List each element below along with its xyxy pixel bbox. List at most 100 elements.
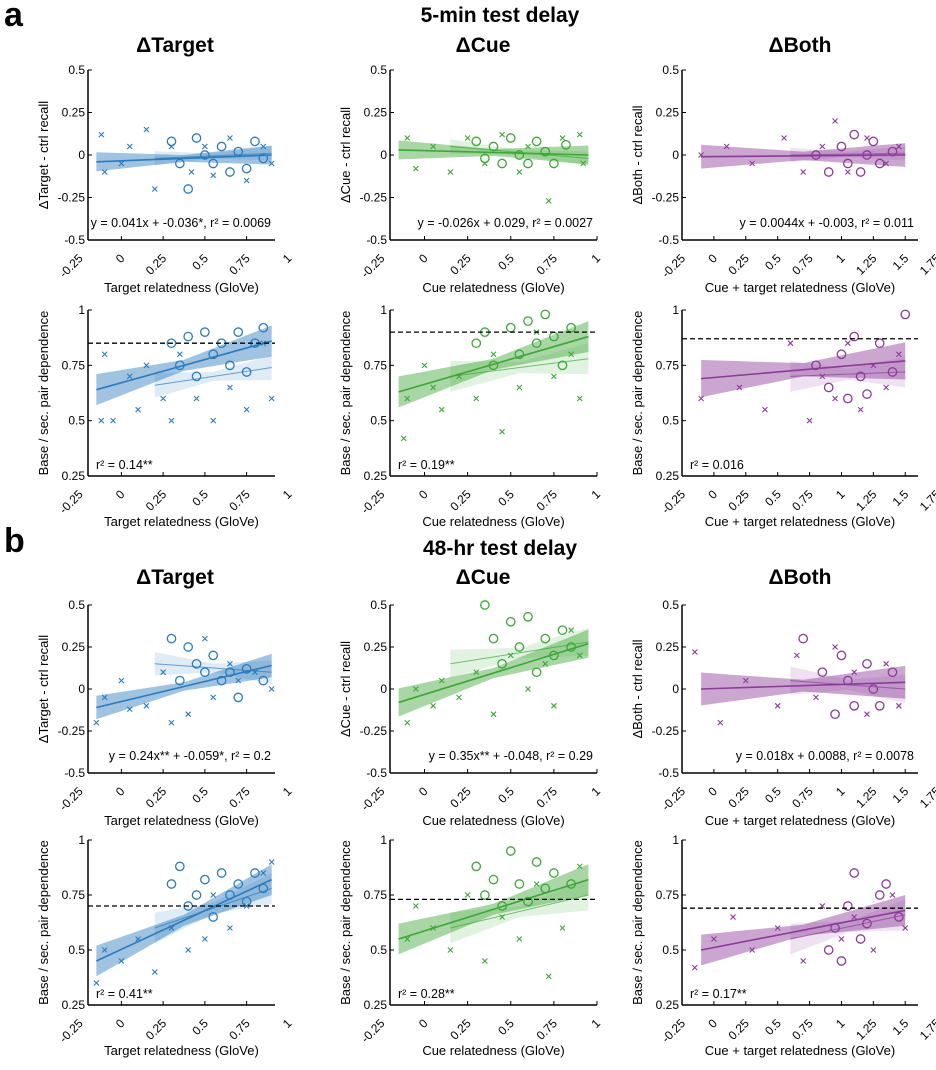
data-point-circle bbox=[471, 861, 482, 872]
data-point-circle bbox=[200, 150, 210, 160]
y-axis-label: ΔTarget - ctrl recall bbox=[36, 635, 51, 743]
data-point-cross bbox=[851, 669, 858, 676]
x-tick-label: 0.75 bbox=[534, 251, 561, 278]
data-point-circle bbox=[241, 367, 252, 377]
data-point-cross bbox=[851, 914, 858, 920]
data-point-cross bbox=[762, 406, 768, 413]
x-tick-label: 1.5 bbox=[890, 1016, 912, 1038]
data-point-circle bbox=[233, 327, 244, 337]
data-point-cross bbox=[742, 677, 749, 684]
data-point-circle bbox=[208, 912, 219, 922]
x-axis-label: Cue + target relatedness (GloVe) bbox=[705, 813, 895, 828]
data-point-circle bbox=[258, 675, 269, 686]
y-axis-label: ΔCue - ctrl recall bbox=[338, 107, 353, 203]
data-point-cross bbox=[210, 172, 217, 179]
x-axis-label: Cue + target relatedness (GloVe) bbox=[705, 1043, 895, 1058]
data-point-cross bbox=[160, 669, 167, 676]
x-tick-label: 0.5 bbox=[762, 1016, 784, 1038]
data-point-circle bbox=[887, 146, 898, 157]
x-tick-label: 0 bbox=[705, 1016, 720, 1031]
data-point-circle bbox=[874, 158, 885, 169]
data-point-circle bbox=[208, 349, 219, 360]
data-point-circle bbox=[540, 146, 551, 157]
data-point-cross bbox=[210, 892, 217, 898]
x-tick-label: 0.75 bbox=[789, 487, 816, 514]
x-tick-label: 0.5 bbox=[495, 251, 517, 273]
panel-a-both-dep: 0.250.50.751-0.25 0 0.25 0.5 0.75 1 1.25 1.5 1.7… bbox=[630, 303, 936, 529]
y-tick-label: 0.25 bbox=[62, 998, 86, 1012]
data-point-circle bbox=[166, 136, 177, 147]
data-point-cross bbox=[736, 384, 743, 391]
x-tick-label: 1 bbox=[588, 487, 603, 502]
x-tick-label: 0.25 bbox=[143, 784, 170, 811]
x-tick-label: 1.75 bbox=[917, 251, 936, 278]
data-point-cross bbox=[193, 395, 200, 402]
y-tick-label: 0.75 bbox=[62, 358, 86, 372]
x-tick-label: 0.25 bbox=[143, 251, 170, 278]
data-point-circle bbox=[183, 331, 194, 342]
data-point-circle bbox=[183, 642, 194, 652]
data-point-circle bbox=[471, 338, 482, 349]
x-tick-label: 1.5 bbox=[890, 487, 912, 509]
data-point-circle bbox=[874, 890, 885, 900]
fit-line-all bbox=[398, 878, 589, 940]
y-tick-label: 0.5 bbox=[370, 414, 387, 428]
data-point-circle bbox=[874, 338, 885, 349]
data-point-cross bbox=[717, 719, 724, 726]
data-point-circle bbox=[166, 879, 177, 889]
x-tick-label: 1 bbox=[280, 251, 295, 266]
x-axis-label: Cue relatedness (GloVe) bbox=[422, 280, 564, 295]
x-tick-label: 1 bbox=[588, 1016, 603, 1031]
y-tick-label: -0.5 bbox=[64, 766, 85, 780]
data-point-circle bbox=[523, 896, 533, 907]
fit-line-all bbox=[96, 878, 272, 962]
x-tick-label: -0.25 bbox=[57, 1016, 86, 1045]
y-tick-label: 1 bbox=[78, 833, 85, 847]
x-tick-label: 1 bbox=[833, 784, 848, 799]
data-point-cross bbox=[412, 165, 419, 172]
stats-annotation: y = 0.018x + 0.0088, r² = 0.0078 bbox=[736, 749, 914, 763]
x-axis-label: Target relatedness (GloVe) bbox=[104, 813, 259, 828]
data-point-cross bbox=[550, 702, 557, 709]
data-point-cross bbox=[464, 135, 471, 141]
data-point-cross bbox=[101, 351, 108, 358]
data-point-circle bbox=[836, 141, 847, 152]
data-point-cross bbox=[227, 925, 233, 931]
y-tick-label: 0.75 bbox=[62, 888, 86, 902]
data-point-cross bbox=[691, 649, 698, 655]
x-tick-label: 0 bbox=[705, 487, 720, 502]
x-tick-label: 0.25 bbox=[447, 1016, 474, 1043]
data-point-cross bbox=[499, 914, 506, 920]
x-tick-label: -0.25 bbox=[659, 784, 688, 813]
data-point-circle bbox=[894, 912, 904, 922]
y-tick-label: -0.5 bbox=[366, 766, 387, 780]
data-point-circle bbox=[216, 675, 227, 686]
data-point-cross bbox=[438, 677, 445, 684]
data-point-circle bbox=[480, 890, 490, 900]
y-axis-label: Base / sec. pair dependence bbox=[338, 840, 353, 1005]
x-tick-label: 1.25 bbox=[853, 784, 880, 811]
x-tick-label: 0.25 bbox=[143, 1016, 170, 1043]
x-tick-label: 0.75 bbox=[226, 251, 253, 278]
data-point-circle bbox=[561, 139, 571, 150]
stats-annotation: y = 0.041x + -0.036*, r² = 0.0069 bbox=[91, 216, 271, 230]
x-tick-label: 0.25 bbox=[725, 1016, 752, 1043]
data-point-circle bbox=[531, 857, 542, 867]
data-point-cross bbox=[883, 160, 889, 167]
y-tick-label: -0.25 bbox=[58, 724, 86, 738]
data-point-circle bbox=[855, 371, 866, 382]
fit-line-circles bbox=[790, 914, 906, 940]
data-point-cross bbox=[447, 169, 454, 175]
data-point-cross bbox=[168, 925, 175, 931]
data-point-cross bbox=[545, 973, 552, 980]
data-point-circle bbox=[842, 158, 853, 169]
stats-annotation: y = 0.0044x + -0.003, r² = 0.011 bbox=[739, 216, 914, 230]
data-point-circle bbox=[505, 322, 516, 333]
data-point-circle bbox=[823, 167, 834, 177]
data-point-circle bbox=[817, 667, 828, 678]
x-tick-label: 0.5 bbox=[495, 1016, 517, 1038]
stats-annotation: y = 0.35x** + -0.048, r² = 0.29 bbox=[429, 749, 593, 763]
data-point-cross bbox=[430, 702, 437, 709]
x-tick-label: 0.75 bbox=[226, 1016, 253, 1043]
